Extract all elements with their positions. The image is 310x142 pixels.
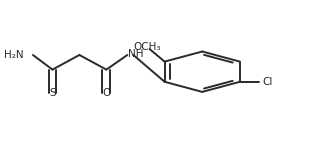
Text: H₂N: H₂N — [4, 50, 24, 60]
Text: O: O — [102, 88, 110, 98]
Text: NH: NH — [128, 49, 144, 59]
Text: OCH₃: OCH₃ — [133, 42, 160, 52]
Text: S: S — [49, 88, 56, 98]
Text: Cl: Cl — [263, 77, 273, 87]
